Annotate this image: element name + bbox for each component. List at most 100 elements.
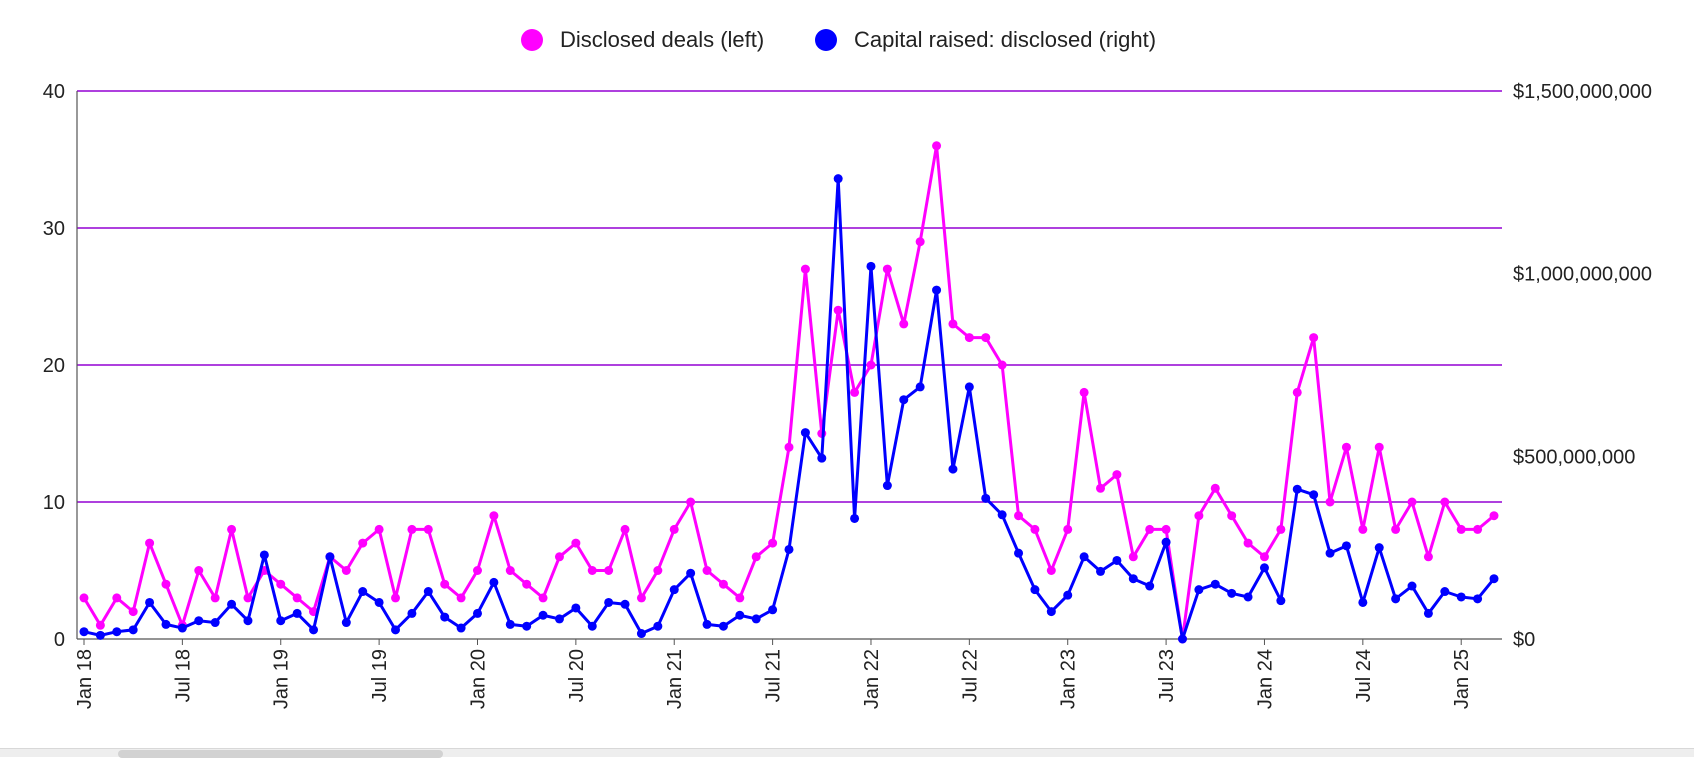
capital-point[interactable] [1128, 574, 1138, 584]
deals-point[interactable] [1161, 524, 1171, 534]
capital-point[interactable] [259, 550, 269, 560]
capital-point[interactable] [800, 428, 810, 438]
deals-point[interactable] [735, 593, 745, 603]
deals-point[interactable] [686, 497, 696, 507]
capital-point[interactable] [882, 481, 892, 491]
deals-point[interactable] [620, 524, 630, 534]
capital-point[interactable] [833, 174, 843, 184]
deals-point[interactable] [79, 593, 89, 603]
deals-point[interactable] [1407, 497, 1417, 507]
deals-point[interactable] [358, 538, 368, 548]
deals-point[interactable] [440, 579, 450, 589]
capital-point[interactable] [341, 618, 351, 628]
deals-point[interactable] [1243, 538, 1253, 548]
capital-point[interactable] [309, 625, 319, 635]
capital-point[interactable] [456, 623, 466, 633]
deals-point[interactable] [505, 566, 515, 575]
deals-point[interactable] [194, 566, 204, 575]
deals-point[interactable] [145, 538, 155, 548]
capital-point[interactable] [751, 614, 761, 624]
capital-point[interactable] [177, 623, 187, 633]
deals-point[interactable] [1030, 524, 1040, 534]
deals-point[interactable] [1440, 497, 1450, 507]
capital-point[interactable] [1046, 607, 1056, 617]
deals-point[interactable] [587, 566, 597, 575]
capital-point[interactable] [1194, 585, 1204, 595]
deals-point[interactable] [915, 237, 925, 247]
deals-point[interactable] [112, 593, 122, 603]
capital-point[interactable] [1292, 484, 1302, 494]
capital-point[interactable] [1440, 587, 1450, 597]
capital-point[interactable] [1276, 596, 1286, 606]
capital-point[interactable] [145, 597, 155, 607]
capital-point[interactable] [440, 612, 450, 622]
capital-point[interactable] [325, 552, 335, 562]
deals-point[interactable] [161, 579, 171, 589]
capital-point[interactable] [1030, 585, 1040, 595]
capital-point[interactable] [1341, 541, 1351, 551]
deals-point[interactable] [997, 360, 1007, 370]
capital-point[interactable] [636, 629, 646, 639]
capital-point[interactable] [1096, 566, 1106, 576]
deals-point[interactable] [932, 141, 942, 151]
capital-point[interactable] [1259, 563, 1269, 573]
capital-point[interactable] [1145, 581, 1155, 591]
capital-point[interactable] [1063, 590, 1073, 600]
capital-point[interactable] [522, 621, 532, 631]
deals-point[interactable] [538, 593, 548, 603]
legend-item-capital[interactable]: Capital raised: disclosed (right) [815, 27, 1156, 52]
deals-point[interactable] [1259, 552, 1269, 562]
deals-point[interactable] [1423, 552, 1433, 562]
capital-point[interactable] [423, 587, 433, 597]
capital-point[interactable] [702, 619, 712, 629]
capital-point[interactable] [1210, 579, 1220, 589]
deals-point[interactable] [636, 593, 646, 603]
deals-point[interactable] [571, 538, 581, 548]
deals-point[interactable] [1063, 524, 1073, 534]
capital-point[interactable] [407, 608, 417, 618]
capital-point[interactable] [866, 261, 876, 271]
capital-point[interactable] [1407, 581, 1417, 591]
deals-point[interactable] [1096, 483, 1106, 493]
capital-point[interactable] [227, 599, 237, 609]
capital-point[interactable] [948, 464, 958, 474]
capital-point[interactable] [1112, 555, 1122, 565]
capital-point[interactable] [1325, 548, 1335, 558]
capital-point[interactable] [505, 619, 515, 629]
capital-point[interactable] [1489, 574, 1499, 584]
deals-point[interactable] [899, 319, 909, 329]
deals-point[interactable] [1112, 470, 1122, 480]
deals-point[interactable] [784, 442, 794, 452]
bottom-scroll-thumb[interactable] [118, 750, 443, 758]
deals-point[interactable] [981, 333, 991, 343]
capital-point[interactable] [653, 621, 663, 631]
capital-point[interactable] [669, 585, 679, 595]
capital-point[interactable] [194, 616, 204, 626]
capital-point[interactable] [1473, 594, 1483, 604]
capital-point[interactable] [915, 382, 925, 392]
capital-point[interactable] [768, 605, 778, 615]
deals-point[interactable] [866, 360, 876, 370]
capital-point[interactable] [210, 618, 220, 628]
deals-point[interactable] [768, 538, 778, 548]
deals-point[interactable] [292, 593, 302, 603]
capital-point[interactable] [243, 616, 253, 626]
capital-point[interactable] [784, 544, 794, 554]
capital-point[interactable] [554, 614, 564, 624]
capital-point[interactable] [850, 513, 860, 523]
deals-point[interactable] [850, 387, 860, 397]
capital-point[interactable] [276, 616, 286, 626]
capital-point[interactable] [1391, 594, 1401, 604]
capital-point[interactable] [161, 619, 171, 629]
capital-point[interactable] [735, 610, 745, 620]
capital-point[interactable] [1358, 597, 1368, 607]
capital-point[interactable] [964, 382, 974, 392]
capital-point[interactable] [112, 627, 122, 637]
deals-point[interactable] [1276, 524, 1286, 534]
capital-point[interactable] [1374, 543, 1384, 553]
deals-point[interactable] [669, 524, 679, 534]
deals-point[interactable] [1374, 442, 1384, 452]
deals-point[interactable] [1292, 387, 1302, 397]
capital-point[interactable] [472, 608, 482, 618]
deals-point[interactable] [391, 593, 401, 603]
